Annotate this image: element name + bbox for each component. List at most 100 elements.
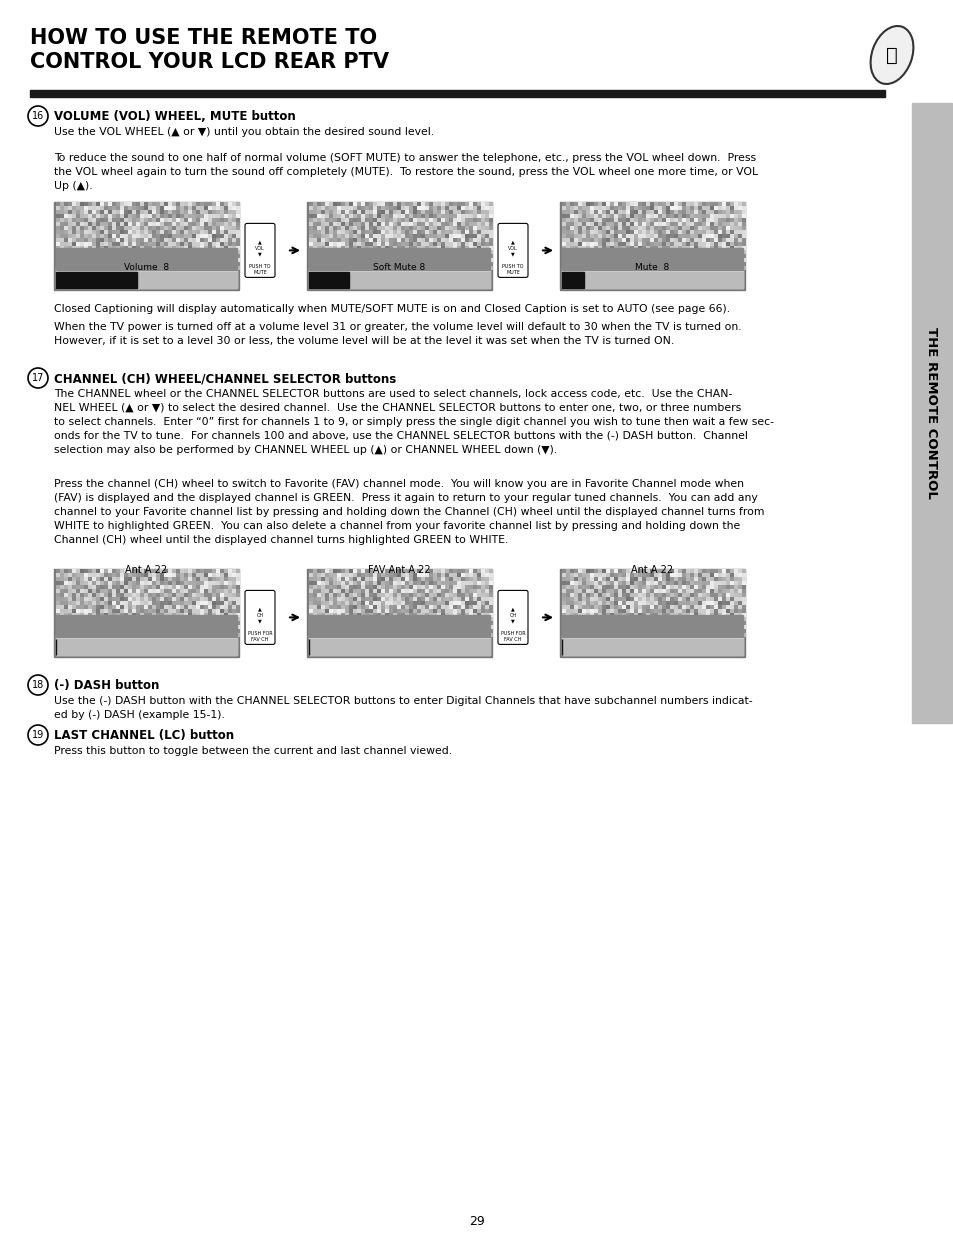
Bar bbox=[709, 569, 713, 573]
Bar bbox=[641, 629, 645, 634]
Bar bbox=[96, 226, 100, 230]
Bar bbox=[220, 219, 224, 222]
Bar bbox=[325, 597, 329, 601]
Bar bbox=[215, 621, 220, 625]
Bar bbox=[112, 601, 116, 605]
Bar bbox=[104, 577, 108, 580]
Bar bbox=[172, 589, 175, 593]
Bar bbox=[369, 242, 373, 246]
Bar bbox=[689, 226, 693, 230]
Bar bbox=[400, 210, 405, 214]
Bar bbox=[356, 242, 360, 246]
Bar bbox=[396, 593, 400, 597]
Bar bbox=[365, 577, 369, 580]
Text: THE REMOTE CONTROL: THE REMOTE CONTROL bbox=[924, 327, 938, 499]
Bar bbox=[340, 609, 345, 613]
Bar bbox=[400, 242, 405, 246]
Bar bbox=[429, 634, 433, 637]
Bar bbox=[645, 589, 649, 593]
Bar bbox=[356, 621, 360, 625]
Bar bbox=[369, 266, 373, 270]
Bar bbox=[373, 580, 376, 585]
Bar bbox=[464, 258, 469, 262]
Bar bbox=[489, 203, 493, 206]
Bar bbox=[336, 589, 340, 593]
Bar bbox=[741, 625, 745, 629]
Bar bbox=[64, 589, 68, 593]
Bar bbox=[589, 605, 594, 609]
Bar bbox=[713, 214, 718, 219]
Bar bbox=[132, 605, 136, 609]
Bar bbox=[340, 230, 345, 233]
Bar bbox=[601, 605, 605, 609]
Bar bbox=[325, 242, 329, 246]
Bar bbox=[369, 249, 373, 254]
Bar bbox=[456, 634, 460, 637]
Bar bbox=[645, 613, 649, 618]
Bar bbox=[204, 219, 208, 222]
Bar bbox=[376, 585, 380, 589]
Bar bbox=[433, 249, 436, 254]
Bar bbox=[120, 249, 124, 254]
Bar bbox=[104, 230, 108, 233]
Bar bbox=[685, 629, 689, 634]
Bar bbox=[160, 233, 164, 238]
Bar bbox=[661, 230, 665, 233]
Bar bbox=[100, 222, 104, 226]
Bar bbox=[345, 609, 349, 613]
Bar bbox=[385, 206, 389, 210]
Bar bbox=[112, 585, 116, 589]
Bar bbox=[340, 233, 345, 238]
Bar bbox=[235, 238, 240, 242]
Bar bbox=[634, 618, 638, 621]
Bar bbox=[84, 613, 88, 618]
Bar bbox=[605, 249, 609, 254]
Bar bbox=[689, 634, 693, 637]
Bar bbox=[172, 569, 175, 573]
Bar bbox=[594, 226, 598, 230]
Bar bbox=[449, 233, 453, 238]
Bar bbox=[721, 266, 725, 270]
Bar bbox=[168, 222, 172, 226]
Bar bbox=[738, 618, 741, 621]
Bar bbox=[589, 210, 594, 214]
Bar bbox=[88, 585, 91, 589]
Bar bbox=[689, 601, 693, 605]
Bar bbox=[658, 577, 661, 580]
Bar bbox=[561, 618, 565, 621]
Bar bbox=[594, 597, 598, 601]
Bar bbox=[84, 625, 88, 629]
Bar bbox=[693, 226, 698, 230]
Bar bbox=[609, 219, 614, 222]
Bar bbox=[574, 214, 578, 219]
Bar bbox=[232, 230, 235, 233]
Bar bbox=[409, 238, 413, 242]
Bar bbox=[168, 210, 172, 214]
Bar bbox=[473, 246, 476, 249]
Bar bbox=[112, 210, 116, 214]
Bar bbox=[144, 203, 148, 206]
Bar bbox=[215, 210, 220, 214]
Bar bbox=[64, 580, 68, 585]
Bar bbox=[333, 238, 336, 242]
Bar bbox=[665, 222, 669, 226]
Bar bbox=[156, 573, 160, 577]
Bar bbox=[484, 266, 489, 270]
Bar bbox=[689, 605, 693, 609]
Bar bbox=[634, 233, 638, 238]
Bar bbox=[605, 203, 609, 206]
Bar bbox=[224, 262, 228, 266]
Bar bbox=[405, 621, 409, 625]
Bar bbox=[140, 618, 144, 621]
Bar bbox=[152, 613, 156, 618]
Bar bbox=[413, 262, 416, 266]
Bar bbox=[156, 569, 160, 573]
Bar bbox=[56, 242, 60, 246]
Bar bbox=[489, 214, 493, 219]
Bar bbox=[124, 629, 128, 634]
Bar bbox=[76, 589, 80, 593]
Bar bbox=[320, 613, 325, 618]
Bar bbox=[424, 589, 429, 593]
Bar bbox=[685, 254, 689, 258]
Bar bbox=[188, 230, 192, 233]
